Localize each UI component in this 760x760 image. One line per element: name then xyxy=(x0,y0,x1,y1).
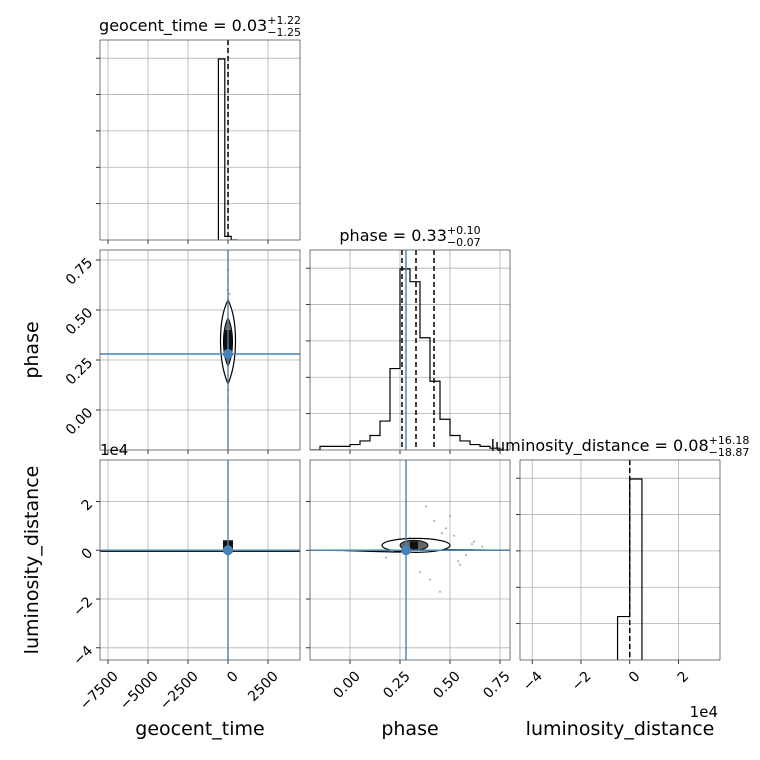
scatter-phase-dist-point-12 xyxy=(464,554,468,557)
title-luminosity_distance-main: luminosity_distance = 0.08 xyxy=(491,436,709,456)
title-luminosity_distance-plus: +16.18 xyxy=(709,434,750,447)
grid-layer xyxy=(100,40,720,660)
title-geocent_time-main: geocent_time = 0.03 xyxy=(99,16,267,36)
title-phase-main: phase = 0.33 xyxy=(339,226,446,245)
hist-geocent_time xyxy=(217,58,238,240)
truth-marker-p21 xyxy=(401,545,411,556)
p22-x-ticklabel-3: 2 xyxy=(675,668,693,686)
panel-geocent_time-phase xyxy=(99,249,301,451)
scatter-phase-dist-point-1 xyxy=(384,556,388,559)
panel-geocent_time-luminosity_distance xyxy=(99,459,301,661)
scatter-geocent-phase-point-20 xyxy=(228,292,231,296)
title-phase: phase = 0.33+0.10 xyxy=(339,224,480,245)
truth-marker-p10 xyxy=(223,349,233,359)
scatter-phase-dist-point-10 xyxy=(418,571,422,574)
p10-y-ticklabel-0: 0.00 xyxy=(63,405,96,438)
panel-phase-luminosity_distance xyxy=(309,459,511,661)
p20-x-ticklabel-3: 0 xyxy=(224,668,242,686)
p20-y-ticklabel-2: 0 xyxy=(79,545,97,563)
scatter-phase-dist-point-18 xyxy=(440,532,444,535)
scatter-phase-dist-point-14 xyxy=(448,514,452,518)
title-phase-minus: −0.07 xyxy=(447,236,481,249)
panel-luminosity_distance-hist xyxy=(519,459,721,661)
p21-x-ticklabel-3: 0.75 xyxy=(480,668,513,701)
xlabel-phase: phase xyxy=(381,718,438,740)
xlabel-geocent_time: geocent_time xyxy=(135,718,264,740)
p10-y-ticklabel-3: 0.75 xyxy=(63,255,96,288)
panel-phase-hist xyxy=(309,249,511,451)
p10-y-ticklabel-1: 0.25 xyxy=(63,355,96,388)
hist-luminosity_distance xyxy=(616,478,643,660)
xlabel-luminosity_distance: luminosity_distance xyxy=(526,718,715,740)
truth-marker-p20 xyxy=(223,545,233,556)
scatter-phase-dist-point-8 xyxy=(480,545,484,548)
scatter-phase-dist-point-0 xyxy=(452,534,456,537)
p10-y-ticklabel-2: 0.50 xyxy=(63,305,96,338)
title-luminosity_distance: luminosity_distance = 0.08+16.18 xyxy=(491,434,750,456)
offset-label-luminosity_distance-x: 1e4 xyxy=(690,703,718,721)
scatter-phase-dist-point-16 xyxy=(472,540,476,543)
ylabel-phase: phase xyxy=(21,321,43,378)
frame-layer xyxy=(96,39,721,664)
data-layer xyxy=(100,40,643,660)
panel-geocent_time-hist xyxy=(99,39,301,241)
p21-x-ticklabel-1: 0.25 xyxy=(380,668,413,701)
p20-x-ticklabel-0: −7500 xyxy=(77,668,122,713)
p20-x-ticklabel-4: 2500 xyxy=(245,668,282,705)
scatter-phase-dist-point-2 xyxy=(470,543,474,546)
ylabel-luminosity_distance: luminosity_distance xyxy=(21,466,43,655)
p21-x-ticklabel-0: 0.00 xyxy=(330,668,363,701)
title-geocent_time-plus: +1.22 xyxy=(267,14,301,27)
p22-x-ticklabel-2: 0 xyxy=(626,668,644,686)
scatter-phase-dist-point-7 xyxy=(444,527,448,530)
p21-x-ticklabel-2: 0.50 xyxy=(430,668,463,701)
title-luminosity_distance-minus: −18.87 xyxy=(709,446,750,459)
p20-y-ticklabel-0: −4 xyxy=(70,643,96,669)
density-core-phase-dist xyxy=(410,541,418,550)
scatter-phase-dist-point-15 xyxy=(428,578,432,581)
title-geocent_time: geocent_time = 0.03+1.22 xyxy=(99,14,301,36)
p20-y-ticklabel-1: −2 xyxy=(70,594,96,620)
scatter-phase-dist-point-6 xyxy=(458,563,462,566)
p20-y-ticklabel-3: 2 xyxy=(79,496,97,514)
hist-phase xyxy=(310,268,510,450)
p22-x-ticklabel-1: −2 xyxy=(569,668,595,694)
scatter-phase-dist-point-19 xyxy=(456,560,460,563)
title-phase-plus: +0.10 xyxy=(447,224,481,237)
scatter-phase-dist-point-4 xyxy=(424,505,428,508)
p22-x-ticklabel-0: −4 xyxy=(520,668,546,694)
title-geocent_time-minus: −1.25 xyxy=(267,26,301,39)
p20-x-ticklabel-1: −5000 xyxy=(117,668,162,713)
scatter-phase-dist-point-11 xyxy=(432,519,436,523)
offset-label-luminosity_distance-y: 1e4 xyxy=(100,441,128,459)
p20-x-ticklabel-2: −2500 xyxy=(157,668,202,713)
scatter-phase-dist-point-3 xyxy=(438,590,442,593)
